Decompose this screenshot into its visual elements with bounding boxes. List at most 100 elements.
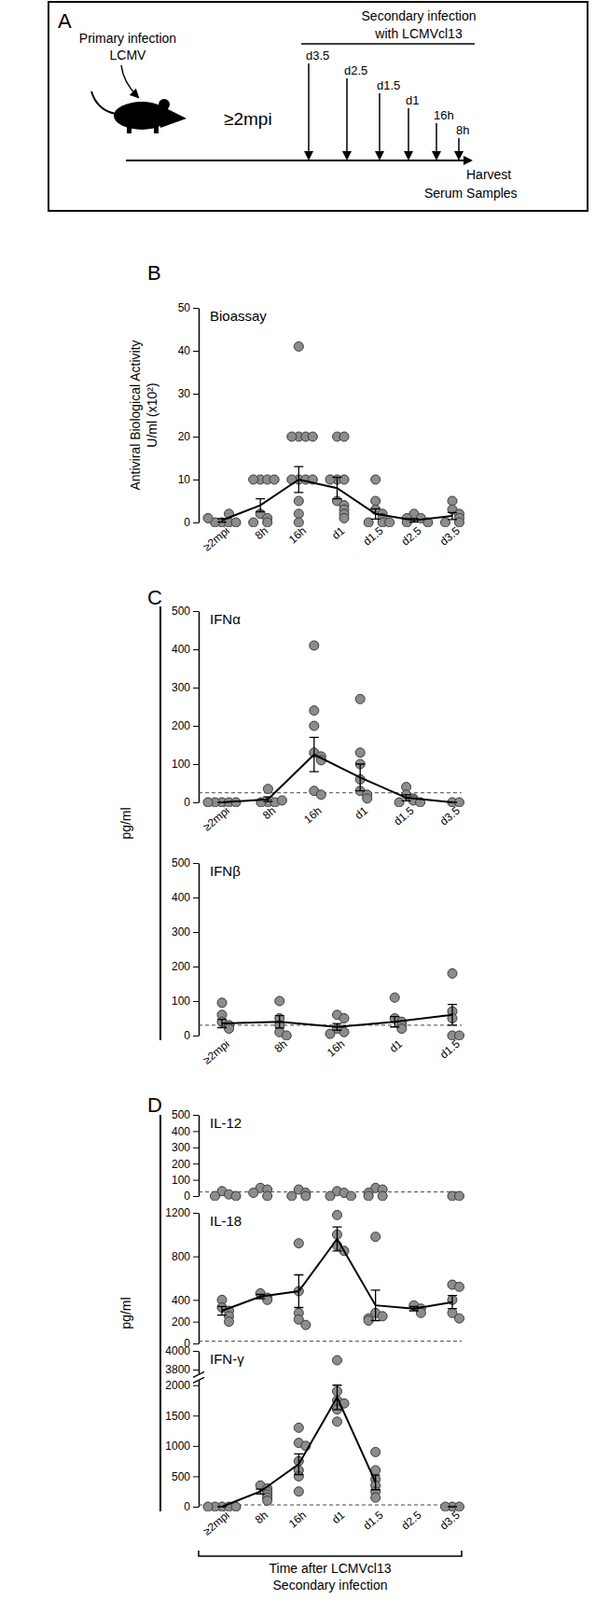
panel-label: A bbox=[57, 9, 72, 33]
x-tick-label: d2.5 bbox=[399, 1508, 425, 1533]
y-axis: 050010001500200038004000 bbox=[165, 1343, 199, 1513]
data-point bbox=[309, 640, 319, 651]
axis-break-gap bbox=[193, 1373, 205, 1380]
y-tick: 1000 bbox=[165, 1439, 199, 1453]
y-tick: 400 bbox=[171, 890, 199, 904]
error-bar bbox=[389, 1016, 400, 1027]
y-tick: 500 bbox=[171, 1469, 199, 1483]
y-tick: 200 bbox=[171, 959, 199, 973]
data-point bbox=[276, 795, 287, 805]
group-bracket bbox=[159, 606, 162, 1040]
chart-title: IFNβ bbox=[209, 862, 241, 879]
mean-line bbox=[221, 1397, 453, 1507]
timepoint-label: 16h bbox=[433, 108, 455, 123]
data-point bbox=[377, 1190, 388, 1201]
x-tick-label: d1.5 bbox=[360, 1508, 387, 1533]
y-tick-label: 400 bbox=[171, 890, 191, 904]
y-tick-label: 0 bbox=[183, 1499, 191, 1513]
data-point bbox=[269, 474, 279, 485]
y-tick: 100 bbox=[171, 757, 199, 771]
plot-area bbox=[198, 640, 465, 807]
error-bar bbox=[217, 1505, 227, 1507]
y-axis-title: pg/ml bbox=[118, 806, 134, 839]
chart-title: IL-18 bbox=[209, 1212, 242, 1229]
y-tick-mark bbox=[193, 1212, 199, 1214]
chart-title: IFNα bbox=[209, 610, 241, 627]
error-bar bbox=[217, 801, 227, 803]
data-point bbox=[231, 1190, 241, 1201]
x-tick: d1 bbox=[352, 803, 371, 823]
y-tick: 4000 bbox=[165, 1343, 199, 1357]
error-bar bbox=[255, 498, 265, 512]
y-tick: 500 bbox=[171, 856, 199, 870]
data-point bbox=[231, 517, 241, 527]
y-tick-label: 100 bbox=[171, 994, 191, 1008]
error-bar bbox=[255, 1488, 265, 1494]
x-axis: ≥2mpi8h16hd1d1.5d2.5d3.5 bbox=[200, 1508, 463, 1538]
panel-label: C bbox=[147, 585, 163, 609]
y-tick: 800 bbox=[171, 1249, 199, 1263]
y-tick-mark bbox=[193, 725, 199, 727]
y-tick: 200 bbox=[171, 719, 199, 733]
data-point bbox=[339, 1013, 349, 1024]
x-bracket bbox=[198, 1549, 462, 1556]
y-tick: 10 bbox=[178, 472, 199, 486]
data-point bbox=[309, 720, 319, 731]
error-bar bbox=[217, 518, 227, 523]
timepoint-arrow bbox=[307, 63, 310, 159]
x-tick: 16h bbox=[301, 803, 324, 827]
data-point bbox=[389, 992, 400, 1002]
data-point bbox=[293, 1238, 304, 1248]
y-tick-label: 500 bbox=[171, 856, 191, 870]
data-point bbox=[385, 517, 395, 527]
x-axis-title: Secondary infection bbox=[273, 1577, 388, 1592]
y-tick: 200 bbox=[171, 1157, 199, 1171]
error-bar bbox=[332, 1226, 343, 1251]
y-tick-mark bbox=[193, 436, 199, 438]
y-axis-line bbox=[198, 863, 201, 1037]
y-tick-mark bbox=[193, 1299, 199, 1301]
x-axis: ≥2mpi8h16hd1d1.5d3.5 bbox=[200, 803, 463, 834]
chart-panel: 02004008001200IL-18 bbox=[165, 1205, 464, 1350]
timepoint-label: d2.5 bbox=[344, 63, 368, 78]
y-tick-label: 200 bbox=[171, 719, 191, 733]
y-tick-mark bbox=[193, 763, 199, 765]
data-point bbox=[455, 1030, 465, 1040]
error-bar bbox=[309, 736, 319, 772]
y-axis-title: U/ml (x10²) bbox=[144, 382, 160, 447]
x-tick: ≥2mpi bbox=[200, 1508, 233, 1538]
x-tick: 16h bbox=[286, 524, 309, 547]
y-tick-mark bbox=[193, 522, 199, 524]
y-axis: 0100200300400500 bbox=[171, 856, 200, 1042]
y-tick-label: 300 bbox=[171, 925, 191, 939]
x-tick-label: 16h bbox=[286, 1508, 309, 1531]
diagram: APrimary infectionLCMV≥2mpiSecondary inf… bbox=[48, 1, 588, 211]
y-tick-label: 1000 bbox=[165, 1439, 191, 1453]
x-tick: d1.5 bbox=[360, 1508, 387, 1533]
y-tick-mark bbox=[193, 1162, 199, 1164]
data-point bbox=[397, 1023, 407, 1034]
y-tick: 50 bbox=[178, 301, 199, 315]
figure: APrimary infectionLCMV≥2mpiSecondary inf… bbox=[0, 0, 595, 1600]
x-tick-label: 16h bbox=[324, 1037, 347, 1060]
y-tick-mark bbox=[193, 1195, 199, 1197]
data-point bbox=[339, 474, 349, 485]
timepoint-label: d3.5 bbox=[305, 48, 330, 63]
x-tick-label: d1 bbox=[329, 524, 347, 543]
harvest-label: Harvest bbox=[466, 166, 512, 182]
y-tick-mark bbox=[193, 1000, 199, 1002]
x-axis-title: Time after LCMVcl13 bbox=[269, 1560, 392, 1576]
data-point bbox=[325, 1190, 335, 1201]
data-point bbox=[293, 1486, 304, 1496]
y-axis-title: Antiviral Biological Activity bbox=[127, 339, 143, 490]
y-tick-label: 1500 bbox=[165, 1409, 191, 1423]
y-tick-label: 40 bbox=[178, 344, 192, 358]
error-bar bbox=[293, 1452, 304, 1474]
secondary-rule bbox=[301, 42, 475, 45]
timepoint-label: d1 bbox=[405, 93, 419, 108]
data-point bbox=[203, 797, 213, 807]
y-tick-label: 50 bbox=[178, 301, 192, 315]
data-point bbox=[371, 474, 381, 485]
error-bar bbox=[293, 1274, 304, 1308]
data-point bbox=[249, 474, 259, 485]
